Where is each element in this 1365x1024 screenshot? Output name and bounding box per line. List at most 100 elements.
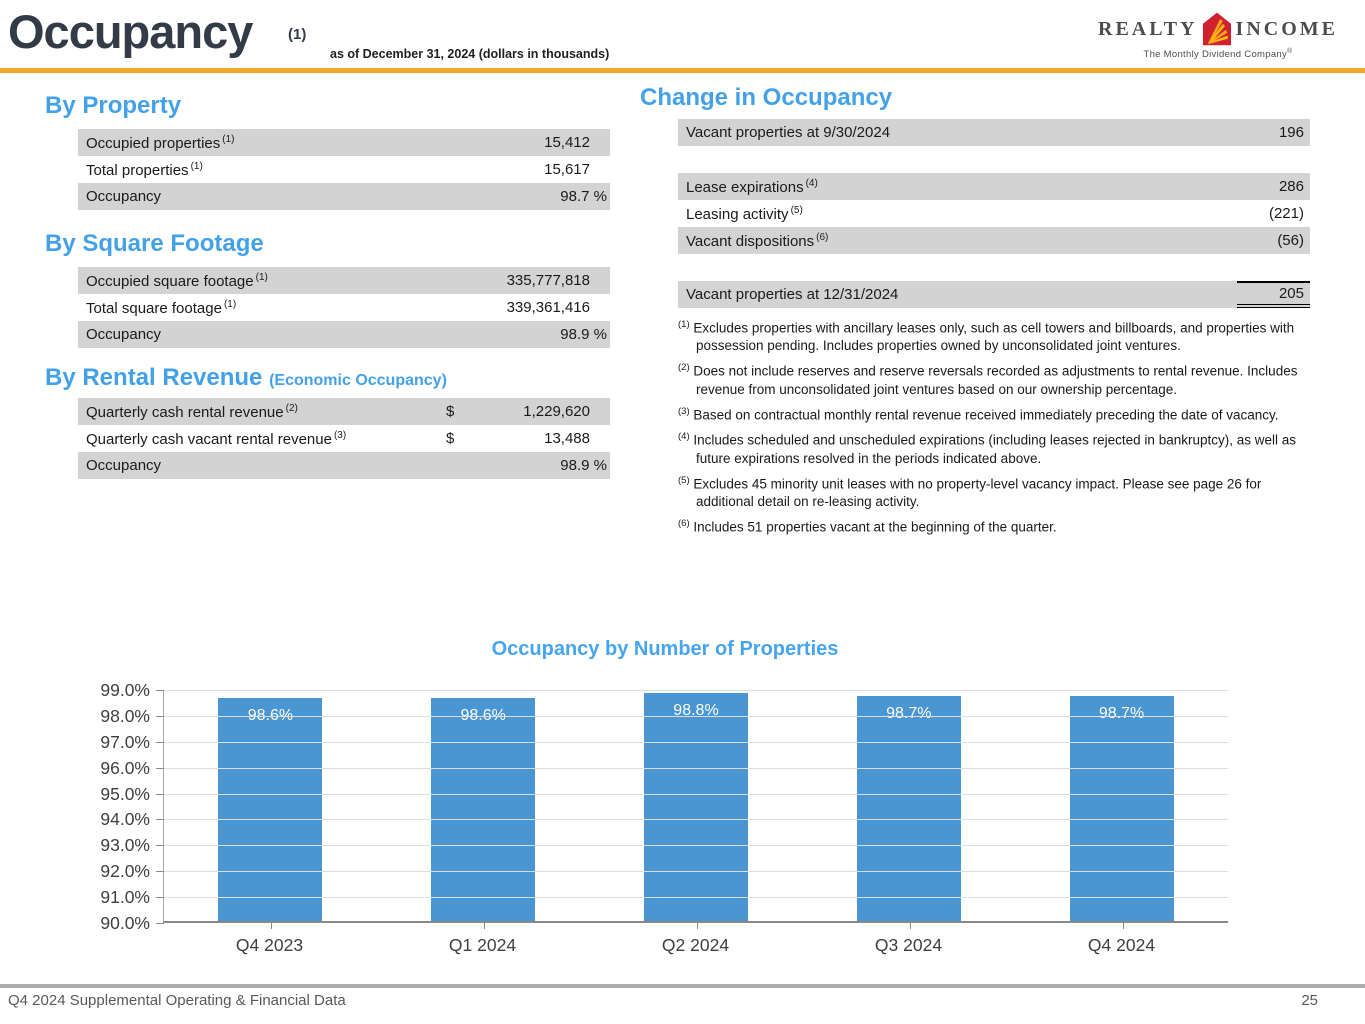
row-label: Quarterly cash rental revenue (2): [86, 402, 298, 421]
header-orange-rule: [0, 68, 1365, 73]
footnote: (4) Includes scheduled and unscheduled e…: [678, 431, 1296, 466]
occupancy-bar-chart: Occupancy by Number of Properties 99.0% 9…: [0, 634, 1365, 980]
y-tick-label: 93.0%: [100, 835, 150, 856]
table-row: Occupied square footage (1) 335,777,818: [78, 267, 610, 294]
x-tick-mark: [270, 923, 272, 929]
y-tick-mark: [156, 845, 164, 847]
x-tick-label: Q1 2024: [448, 935, 517, 955]
change-in-occupancy-table: Vacant properties at 9/30/2024 196 Lease…: [678, 119, 1310, 308]
y-tick-mark: [156, 767, 164, 769]
footnote: (1) Excludes properties with ancillary l…: [678, 319, 1295, 354]
gridline: [164, 793, 1228, 795]
row-total-value: 205: [1237, 281, 1310, 308]
page-title-footnote-marker: (1): [288, 26, 307, 43]
row-value: 335,777,818: [506, 272, 590, 289]
y-tick-mark: [156, 923, 164, 924]
bar-value-label: 98.8%: [673, 702, 719, 720]
y-tick-label: 92.0%: [100, 861, 150, 882]
bar-value-label: 98.6%: [460, 707, 506, 725]
row-value: 15,412: [544, 134, 590, 151]
section-heading-change-in-occupancy: Change in Occupancy: [640, 84, 893, 111]
row-label: Occupied properties (1): [86, 133, 235, 152]
footer-page-number: 25: [1301, 992, 1318, 1009]
row-label: Lease expirations (4): [686, 177, 818, 196]
table-row-total: Vacant properties at 12/31/2024 205: [678, 281, 1310, 308]
y-tick-label: 95.0%: [100, 783, 150, 804]
logo-tagline: The Monthly Dividend Company®: [1143, 48, 1293, 61]
chart-plot-area: 98.6% 98.6% 98.8% 98.7% 98.7%: [156, 690, 1228, 929]
spacer-row: [678, 254, 1310, 281]
y-tick-mark: [156, 741, 164, 743]
x-tick-label: Q3 2024: [874, 935, 943, 955]
row-value: 98.9 %: [560, 457, 607, 474]
section-heading-by-rental-revenue: By Rental Revenue (Economic Occupancy): [45, 364, 447, 391]
by-rental-revenue-table: Quarterly cash rental revenue (2) $ 1,229…: [78, 398, 610, 479]
y-tick-mark: [156, 871, 164, 873]
x-tick-mark: [483, 923, 485, 929]
bar-column: 98.6%: [377, 690, 590, 921]
by-square-footage-table: Occupied square footage (1) 335,777,818 T…: [78, 267, 610, 348]
gridline: [164, 897, 1228, 899]
chart-x-axis: Q4 2023 Q1 2024 Q2 2024 Q3 2024 Q4 2024: [163, 935, 1228, 956]
y-tick-mark: [156, 897, 164, 899]
y-tick-label: 90.0%: [100, 913, 150, 933]
row-value: 13,488: [544, 430, 590, 447]
y-tick-label: 94.0%: [100, 809, 150, 830]
y-tick-mark: [156, 715, 164, 717]
footer-document-title: Q4 2024 Supplemental Operating & Financi…: [8, 992, 346, 1009]
bar-column: 98.7%: [802, 690, 1015, 921]
section-heading-by-square-footage: By Square Footage: [45, 230, 264, 257]
row-label: Total square footage (1): [86, 298, 237, 317]
row-label: Vacant properties at 12/31/2024: [686, 286, 899, 303]
x-tick-label: Q4 2023: [235, 935, 304, 955]
y-tick-label: 99.0%: [100, 680, 150, 700]
by-property-table: Occupied properties (1) 15,412 Total prop…: [78, 129, 610, 210]
bar-q3-2024: 98.7%: [856, 695, 961, 921]
row-label: Total properties (1): [86, 160, 203, 179]
row-value: 286: [1278, 178, 1304, 195]
row-label: Vacant properties at 9/30/2024: [686, 124, 891, 141]
table-row: Vacant properties at 9/30/2024 196: [678, 119, 1310, 146]
bar-column: 98.6%: [164, 690, 377, 921]
row-label: Vacant dispositions (6): [686, 231, 829, 250]
table-row: Occupancy 98.9 %: [78, 321, 610, 348]
y-tick-mark: [156, 793, 164, 795]
bar-q4-2024: 98.7%: [1069, 695, 1174, 921]
row-value: 98.7 %: [560, 188, 607, 205]
table-row: Leasing activity (5) (221): [678, 200, 1310, 227]
footer-rule: [0, 984, 1365, 988]
bar-column: 98.7%: [1015, 690, 1228, 921]
row-label: Leasing activity (5): [686, 204, 803, 223]
y-tick-label: 96.0%: [100, 757, 150, 778]
y-tick-mark: [156, 690, 164, 691]
bar-value-label: 98.7%: [1098, 704, 1145, 722]
page-subtitle: as of December 31, 2024 (dollars in thou…: [330, 47, 610, 61]
x-tick-mark: [696, 923, 698, 929]
row-value: (56): [1277, 232, 1304, 249]
y-tick-label: 98.0%: [100, 705, 150, 726]
chart-title: Occupancy by Number of Properties: [491, 638, 839, 660]
row-value: 98.9 %: [560, 326, 607, 343]
table-row: Lease expirations (4) 286: [678, 173, 1310, 200]
gridline: [164, 819, 1228, 821]
footnote: (3) Based on contractual monthly rental …: [678, 405, 1279, 423]
footnote: (2) Does not include reserves and reserv…: [678, 362, 1298, 397]
gridline: [164, 767, 1228, 769]
table-row: Vacant dispositions (6) (56): [678, 227, 1310, 254]
page-title: Occupancy: [8, 5, 253, 58]
section-heading-suffix: (Economic Occupancy): [269, 372, 447, 389]
footnote: (6) Includes 51 properties vacant at the…: [678, 518, 1057, 535]
spacer-row: [678, 146, 1310, 173]
bar-value-label: 98.7%: [886, 704, 932, 722]
bar-q1-2024: 98.6%: [431, 698, 536, 921]
gridline: [164, 690, 1228, 691]
row-value: 1,229,620: [523, 403, 590, 420]
row-label: Occupancy: [86, 188, 162, 205]
logo-word-income: INCOME: [1235, 17, 1338, 40]
bar-q4-2023: 98.6%: [218, 698, 323, 921]
bar-column: 98.8%: [590, 690, 803, 921]
bar-value-label: 98.6%: [247, 707, 294, 725]
house-sunburst-icon: [1202, 12, 1232, 46]
x-tick-mark: [909, 923, 911, 929]
